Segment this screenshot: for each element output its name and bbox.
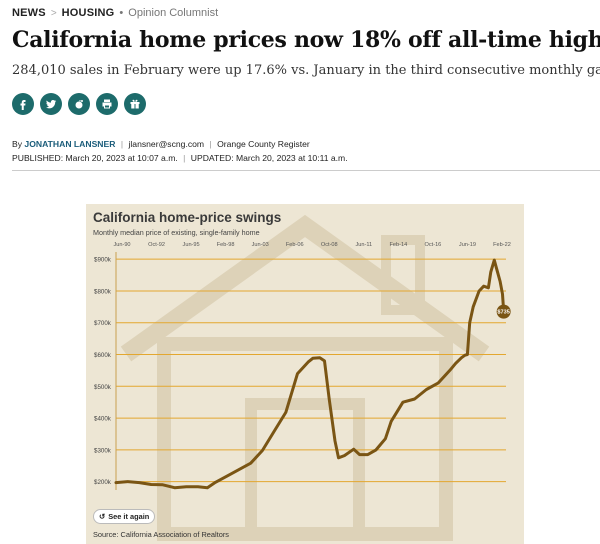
- house-background-graphic: [86, 204, 524, 544]
- byline-divider: |: [209, 139, 212, 149]
- chart-subtitle: Monthly median price of existing, single…: [93, 228, 260, 237]
- byline: By JONATHAN LANSNER | jlansner@scng.com …: [12, 139, 310, 149]
- headline: California home prices now 18% off all-t…: [12, 27, 600, 53]
- breadcrumb-housing[interactable]: HOUSING: [61, 7, 115, 19]
- facebook-share-button[interactable]: [12, 93, 34, 115]
- x-tick-label: Oct-16: [425, 242, 442, 248]
- x-tick-label: Jun-03: [252, 242, 269, 248]
- author-link[interactable]: JONATHAN LANSNER: [24, 139, 116, 149]
- price-series-line: [114, 258, 506, 490]
- breadcrumb-dot: •: [119, 7, 124, 19]
- publication-name: Orange County Register: [217, 139, 310, 149]
- y-tick-label: $200k: [94, 479, 112, 486]
- opinion-tag: Opinion Columnist: [128, 7, 219, 19]
- y-tick-label: $600k: [94, 352, 112, 359]
- dateline-divider: |: [183, 153, 186, 163]
- gift-article-button[interactable]: [124, 93, 146, 115]
- chart-source: Source: California Association of Realto…: [93, 530, 229, 539]
- y-tick-label: $800k: [94, 288, 112, 295]
- x-tick-label: Oct-92: [148, 242, 165, 248]
- end-point-marker: [496, 304, 511, 319]
- x-tick-label: Jun-95: [183, 242, 200, 248]
- y-tick-label: $500k: [94, 384, 112, 391]
- reddit-icon: [75, 100, 83, 109]
- byline-prefix: By: [12, 139, 23, 149]
- reddit-share-button[interactable]: [68, 93, 90, 115]
- breadcrumb: NEWS > HOUSING • Opinion Columnist: [12, 7, 218, 19]
- gift-icon: [130, 99, 140, 109]
- y-tick-label: $300k: [94, 447, 112, 454]
- see-it-again-button[interactable]: ↺ See it again: [93, 509, 156, 524]
- share-bar: [12, 93, 146, 115]
- x-tick-label: Jun-90: [113, 242, 130, 248]
- replay-icon: ↺: [99, 512, 106, 521]
- x-tick-label: Jun-19: [459, 242, 476, 248]
- x-tick-label: Feb-98: [217, 242, 235, 248]
- divider-line: [12, 170, 600, 171]
- chart-title: California home-price swings: [93, 210, 282, 225]
- y-tick-label: $400k: [94, 416, 112, 423]
- dateline: PUBLISHED: March 20, 2023 at 10:07 a.m. …: [12, 153, 348, 163]
- x-tick-label: Jun-11: [355, 242, 372, 248]
- end-point-label: $735: [497, 310, 509, 316]
- x-tick-label: Feb-06: [286, 242, 304, 248]
- chart-plot: $200k $300k $400k $500k $600k $700k $800k $900k…: [94, 242, 511, 490]
- updated-date: UPDATED: March 20, 2023 at 10:11 a.m.: [190, 153, 348, 163]
- subheadline: 284,010 sales in February were up 17.6% …: [12, 63, 600, 78]
- byline-divider: |: [120, 139, 124, 149]
- published-date: PUBLISHED: March 20, 2023 at 10:07 a.m.: [12, 153, 178, 163]
- y-tick-label: $900k: [94, 257, 112, 264]
- x-tick-label: Feb-14: [389, 242, 407, 248]
- twitter-share-button[interactable]: [40, 93, 62, 115]
- breadcrumb-separator-icon: >: [50, 7, 57, 19]
- x-tick-label: Oct-08: [321, 242, 338, 248]
- print-icon: [102, 99, 112, 109]
- twitter-icon: [46, 100, 57, 109]
- x-tick-label: Feb-22: [493, 242, 511, 248]
- see-it-again-label: See it again: [108, 512, 150, 521]
- breadcrumb-news[interactable]: NEWS: [12, 7, 46, 19]
- chart-card: California home-price swings Monthly med…: [86, 204, 524, 544]
- author-email[interactable]: jlansner@scng.com: [128, 139, 205, 149]
- y-tick-label: $700k: [94, 320, 112, 327]
- facebook-icon: [20, 100, 26, 110]
- print-button[interactable]: [96, 93, 118, 115]
